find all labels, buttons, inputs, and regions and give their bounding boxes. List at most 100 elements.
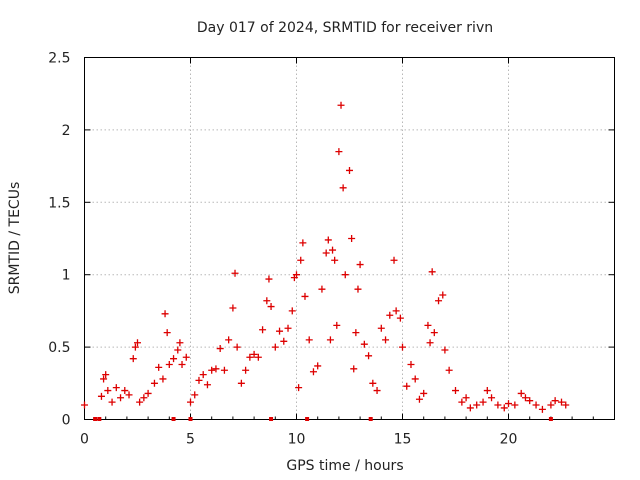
data-point [280,337,288,345]
x-tick-label: 15 [394,432,412,448]
data-point [102,371,110,379]
data-point [220,366,228,374]
grid-lines [84,57,615,420]
x-tick-label: 20 [500,432,518,448]
data-point [108,398,116,406]
data-point [225,336,233,344]
data-point [195,376,203,384]
data-point [452,387,459,395]
data-point [97,392,105,400]
data-point [337,101,345,109]
data-point [346,166,353,174]
data-point [483,387,491,395]
data-point [140,394,148,402]
data-point [326,336,334,344]
data-point [403,382,411,390]
data-point [271,343,279,351]
data-point [329,246,337,254]
data-point [276,327,284,335]
tick-labels: 0 0.5 1 1.5 2 2.5 0 5 10 15 20 [48,51,517,448]
data-point [233,343,241,351]
data-point [517,389,525,397]
data-point [131,343,139,351]
data-point [159,375,167,383]
data-point [521,394,529,402]
data-point [165,360,173,368]
data-point [136,398,144,406]
data-point [299,239,307,247]
data-point [161,310,169,318]
data-point [104,387,112,395]
data-point [377,324,385,332]
data-point [134,339,141,347]
data-point [265,275,273,283]
data-point [144,389,152,397]
data-point [229,304,237,312]
data-point [350,365,358,373]
data-point [551,397,559,405]
data-point [324,236,332,244]
data-point [441,346,449,354]
baseline-marker [269,417,274,421]
data-point [526,397,534,405]
data-point [237,379,245,387]
data-point [426,339,434,347]
data-point [178,360,186,368]
data-point [500,404,508,412]
chart-title: Day 017 of 2024, SRMTID for receiver riv… [197,20,493,36]
data-point [439,291,447,299]
data-point [392,307,400,315]
data-point [254,353,262,361]
data-point [547,401,555,409]
data-point [231,269,239,277]
data-point [369,379,377,387]
data-point [155,363,163,371]
baseline-marker [368,417,373,421]
data-point [365,352,373,360]
data-point [479,398,487,406]
data-point [170,355,178,363]
data-point [259,326,267,334]
data-point [305,336,313,344]
x-axis-label: GPS time / hours [286,458,403,474]
data-point [176,339,184,347]
data-point [360,340,368,348]
data-point [112,384,120,392]
data-point [309,368,317,376]
data-point [466,404,474,412]
x-tick-label: 10 [288,432,306,448]
data-point [318,285,326,293]
data-point [297,256,305,264]
data-point [174,346,182,354]
data-point [125,391,133,399]
data-point [263,297,271,305]
data-point [382,336,390,344]
baseline-marker [305,417,310,421]
x-tick-label: 0 [80,432,89,448]
y-tick-label: 0.5 [48,340,70,356]
data-point [399,343,406,351]
data-point [352,329,360,337]
data-point [424,321,432,329]
data-point [356,261,364,269]
data-point [314,362,322,370]
y-tick-label: 0 [62,413,71,429]
data-point [411,375,419,383]
data-point [435,297,443,305]
data-point [445,366,453,374]
data-point [473,401,481,409]
data-point [81,401,88,409]
y-tick-label: 2 [62,123,71,139]
data-point [458,398,466,406]
axis-ticks [84,57,615,420]
data-point [191,391,199,399]
baseline-marker [93,417,98,421]
y-tick-label: 2.5 [48,51,70,67]
data-point [396,314,404,322]
data-point [203,381,211,389]
data-point [212,365,220,373]
data-point [129,355,137,363]
data-point [301,292,309,300]
data-point [428,268,436,276]
